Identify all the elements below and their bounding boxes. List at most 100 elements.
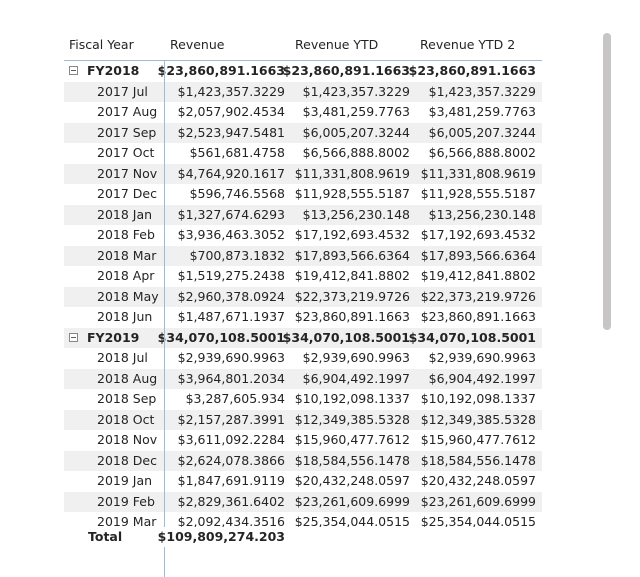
revenue-ytd-2-cell: $22,373,219.9726 xyxy=(420,288,536,304)
row-label: 2018 Sep xyxy=(97,391,157,406)
revenue-cell: $2,960,378.0924 xyxy=(177,288,285,304)
group-row: FY2018 $23,860,891.1663 $23,860,891.1663 $2… xyxy=(64,61,542,82)
revenue-cell: $561,681.4758 xyxy=(189,145,285,160)
total-label: Total xyxy=(88,529,123,544)
table-row: 2018 May $2,960,378.0924 $22,373,219.9726 $… xyxy=(64,286,542,307)
revenue-ytd-2-cell: $6,904,492.1997 xyxy=(428,370,536,386)
table-row: 2018 Dec $2,624,078.3866 $18,584,556.1478 $… xyxy=(64,450,542,471)
column-header-row: Fiscal Year Revenue Revenue YTD Revenue … xyxy=(64,30,542,61)
table-row: 2019 Jan $1,847,691.9119 $20,432,248.0597 $… xyxy=(64,471,542,492)
revenue-cell: $1,327,674.6293 xyxy=(177,206,285,222)
matrix-body[interactable]: FY2018 $23,860,891.1663 $23,860,891.1663 $2… xyxy=(64,61,542,557)
revenue-ytd-2-cell: $18,584,556.1478 xyxy=(420,452,536,468)
revenue-cell: $23,860,891.1663 xyxy=(157,63,285,78)
revenue-cell: $3,611,092.2284 xyxy=(177,432,285,447)
row-label: 2018 Apr xyxy=(97,268,155,283)
column-header-fiscal-year[interactable]: Fiscal Year xyxy=(69,37,134,52)
revenue-cell: $596,746.5568 xyxy=(189,186,285,201)
revenue-ytd-2-cell: $23,860,891.1663 xyxy=(408,63,536,78)
revenue-ytd-cell: $17,893,566.6364 xyxy=(294,247,410,263)
table-row: 2017 Jul $1,423,357.3229 $1,423,357.3229 $1… xyxy=(64,81,542,102)
revenue-cell: $1,487,671.1937 xyxy=(177,309,285,324)
revenue-ytd-cell: $15,960,477.7612 xyxy=(294,432,410,447)
row-label: 2019 Mar xyxy=(97,514,157,529)
row-header-divider xyxy=(164,61,165,577)
table-row: 2018 Oct $2,157,287.3991 $12,349,385.5328 $… xyxy=(64,409,542,430)
total-revenue: $109,809,274.203 xyxy=(157,529,285,544)
row-label: 2018 Aug xyxy=(97,370,158,386)
row-label: 2018 Oct xyxy=(97,411,155,427)
revenue-ytd-2-cell: $1,423,357.3229 xyxy=(428,83,536,99)
table-row: 2018 Jun $1,487,671.1937 $23,860,891.1663 $… xyxy=(64,307,542,328)
revenue-ytd-2-cell: $10,192,098.1337 xyxy=(420,391,536,406)
revenue-ytd-cell: $34,070,108.5001 xyxy=(282,329,410,345)
row-label: 2017 Dec xyxy=(97,186,157,201)
collapse-minus-icon[interactable] xyxy=(69,332,78,342)
row-label: 2018 Dec xyxy=(97,452,157,468)
vertical-scrollbar[interactable] xyxy=(603,33,611,330)
revenue-ytd-cell: $12,349,385.5328 xyxy=(294,411,410,427)
row-label: 2019 Jan xyxy=(97,473,153,488)
revenue-ytd-cell: $1,423,357.3229 xyxy=(302,83,410,99)
revenue-ytd-2-cell: $6,005,207.3244 xyxy=(428,124,536,140)
revenue-ytd-2-cell: $34,070,108.5001 xyxy=(408,329,536,345)
table-row: 2018 Jul $2,939,690.9963 $2,939,690.9963 $2… xyxy=(64,348,542,369)
row-label: 2017 Nov xyxy=(97,165,158,181)
row-label: 2019 Feb xyxy=(97,493,155,509)
revenue-cell: $34,070,108.5001 xyxy=(157,329,285,345)
revenue-ytd-cell: $25,354,044.0515 xyxy=(294,514,410,529)
row-label: 2018 Jul xyxy=(97,350,148,365)
revenue-ytd-cell: $6,904,492.1997 xyxy=(302,370,410,386)
table-row: 2018 Mar $700,873.1832 $17,893,566.6364 $17… xyxy=(64,245,542,266)
group-row: FY2019 $34,070,108.5001 $34,070,108.5001 $3… xyxy=(64,327,542,348)
revenue-ytd-cell: $11,928,555.5187 xyxy=(294,186,410,201)
row-label: 2017 Jul xyxy=(97,83,148,99)
table-row: 2017 Dec $596,746.5568 $11,928,555.5187 $11… xyxy=(64,184,542,205)
revenue-cell: $3,964,801.2034 xyxy=(177,370,285,386)
revenue-ytd-2-cell: $2,939,690.9963 xyxy=(428,350,536,365)
revenue-ytd-cell: $6,005,207.3244 xyxy=(302,124,410,140)
revenue-cell: $2,523,947.5481 xyxy=(177,124,285,140)
table-row: 2018 Feb $3,936,463.3052 $17,192,693.4532 $… xyxy=(64,225,542,246)
table-row: 2017 Sep $2,523,947.5481 $6,005,207.3244 $6… xyxy=(64,122,542,143)
total-row: Total $109,809,274.203 xyxy=(64,527,542,547)
revenue-cell: $2,157,287.3991 xyxy=(177,411,285,427)
row-label: 2018 Jan xyxy=(97,206,153,222)
revenue-ytd-2-cell: $17,893,566.6364 xyxy=(420,247,536,263)
revenue-cell: $4,764,920.1617 xyxy=(177,165,285,181)
column-header-revenue-ytd-2[interactable]: Revenue YTD 2 xyxy=(420,37,516,52)
row-label: 2018 Jun xyxy=(97,309,153,324)
revenue-ytd-2-cell: $13,256,230.148 xyxy=(428,206,536,222)
revenue-ytd-2-cell: $15,960,477.7612 xyxy=(420,432,536,447)
table-row: 2018 Sep $3,287,605.934 $10,192,098.1337 $1… xyxy=(64,389,542,410)
revenue-cell: $2,829,361.6402 xyxy=(177,493,285,509)
row-label: 2018 May xyxy=(97,288,159,304)
collapse-minus-icon[interactable] xyxy=(69,66,78,75)
table-row: 2017 Nov $4,764,920.1617 $11,331,808.9619 $… xyxy=(64,163,542,184)
revenue-ytd-cell: $18,584,556.1478 xyxy=(294,452,410,468)
column-header-revenue[interactable]: Revenue xyxy=(170,37,225,52)
table-row: 2019 Mar $2,092,434.3516 $25,354,044.0515 $… xyxy=(64,512,542,533)
revenue-ytd-2-cell: $25,354,044.0515 xyxy=(420,514,536,529)
revenue-cell: $1,519,275.2438 xyxy=(177,268,285,283)
revenue-cell: $3,936,463.3052 xyxy=(177,227,285,242)
column-header-revenue-ytd[interactable]: Revenue YTD xyxy=(295,37,379,52)
row-label: 2018 Nov xyxy=(97,432,158,447)
table-row: 2018 Jan $1,327,674.6293 $13,256,230.148 $1… xyxy=(64,204,542,225)
row-label: FY2019 xyxy=(87,329,140,345)
matrix-table: Fiscal Year Revenue Revenue YTD Revenue … xyxy=(64,30,542,577)
revenue-ytd-2-cell: $19,412,841.8802 xyxy=(420,268,536,283)
revenue-ytd-cell: $23,860,891.1663 xyxy=(294,309,410,324)
revenue-ytd-2-cell: $11,331,808.9619 xyxy=(420,165,536,181)
revenue-ytd-2-cell: $12,349,385.5328 xyxy=(420,411,536,427)
revenue-ytd-cell: $20,432,248.0597 xyxy=(294,473,410,488)
table-row: 2017 Oct $561,681.4758 $6,566,888.8002 $6,5… xyxy=(64,143,542,164)
revenue-cell: $1,847,691.9119 xyxy=(177,473,285,488)
table-row: 2018 Aug $3,964,801.2034 $6,904,492.1997 $6… xyxy=(64,368,542,389)
row-label: FY2018 xyxy=(87,63,140,78)
revenue-cell: $2,092,434.3516 xyxy=(177,514,285,529)
revenue-ytd-2-cell: $3,481,259.7763 xyxy=(428,104,536,119)
revenue-cell: $700,873.1832 xyxy=(189,247,285,263)
revenue-ytd-cell: $17,192,693.4532 xyxy=(294,227,410,242)
